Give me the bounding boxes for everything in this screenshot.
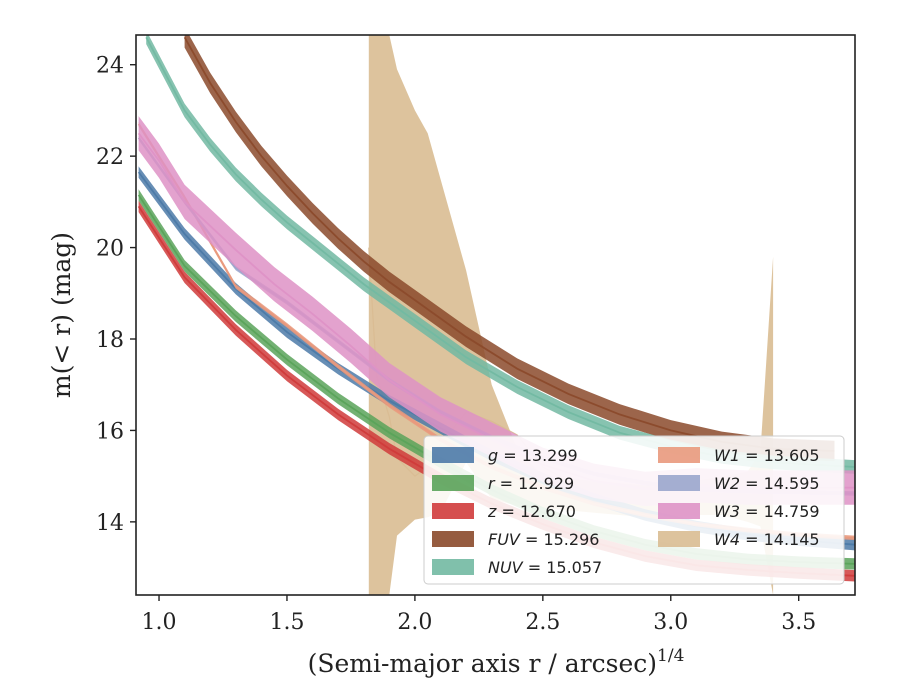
y-tick-label: 14 <box>96 511 124 536</box>
legend-swatch-w3 <box>658 503 700 519</box>
legend: g = 13.299 r = 12.929 z = 12.670 FUV = 15.2… <box>423 435 845 585</box>
legend-swatch-g <box>432 447 474 463</box>
y-tick-label: 20 <box>96 237 124 262</box>
legend-label-r: r = 12.929 <box>488 474 574 493</box>
legend-entries: g = 13.299 r = 12.929 z = 12.670 FUV = 15.2… <box>432 446 820 577</box>
x-tick-label: 3.5 <box>781 610 816 635</box>
legend-label-fuv: FUV = 15.296 <box>488 530 599 549</box>
legend-label-nuv: NUV = 15.057 <box>488 558 602 577</box>
legend-swatch-z <box>432 503 474 519</box>
x-tick-label: 1.5 <box>269 610 304 635</box>
y-tick-label: 18 <box>96 328 124 353</box>
series-line-fuv <box>183 36 835 452</box>
legend-label-w3: W3 = 14.759 <box>714 502 820 521</box>
legend-swatch-w4 <box>658 531 700 547</box>
x-axis-label: (Semi-major axis r / arcsec)1/4 <box>308 646 685 678</box>
legend-swatch-nuv <box>432 559 474 575</box>
x-tick-label: 2.0 <box>397 610 432 635</box>
y-tick-label: 22 <box>96 145 124 170</box>
x-tick-label: 1.0 <box>142 610 177 635</box>
series-band-w3 <box>138 116 855 507</box>
y-axis-label: m(< r) (mag) <box>47 232 76 398</box>
y-tick-label: 16 <box>96 419 124 444</box>
legend-label-w4: W4 = 14.145 <box>714 530 820 549</box>
x-axis-label-superscript: 1/4 <box>657 646 684 666</box>
x-tick-label: 2.5 <box>525 610 560 635</box>
legend-box <box>423 435 845 585</box>
legend-label-g: g = 13.299 <box>488 446 578 465</box>
legend-label-w2: W2 = 14.595 <box>714 474 820 493</box>
y-tick-label: 24 <box>96 54 124 79</box>
plot-frame <box>135 34 856 596</box>
y-axis: 14 16 18 20 22 24 <box>96 54 136 536</box>
legend-swatch-r <box>432 475 474 491</box>
x-axis-label-text: (Semi-major axis r / arcsec) <box>308 649 657 678</box>
legend-swatch-w1 <box>658 447 700 463</box>
legend-swatch-fuv <box>432 531 474 547</box>
legend-label-z: z = 12.670 <box>487 502 576 521</box>
legend-label-w1: W1 = 13.605 <box>714 446 820 465</box>
legend-swatch-w2 <box>658 475 700 491</box>
x-axis: 1.0 1.5 2.0 2.5 3.0 3.5 <box>142 595 816 635</box>
x-tick-label: 3.0 <box>653 610 688 635</box>
